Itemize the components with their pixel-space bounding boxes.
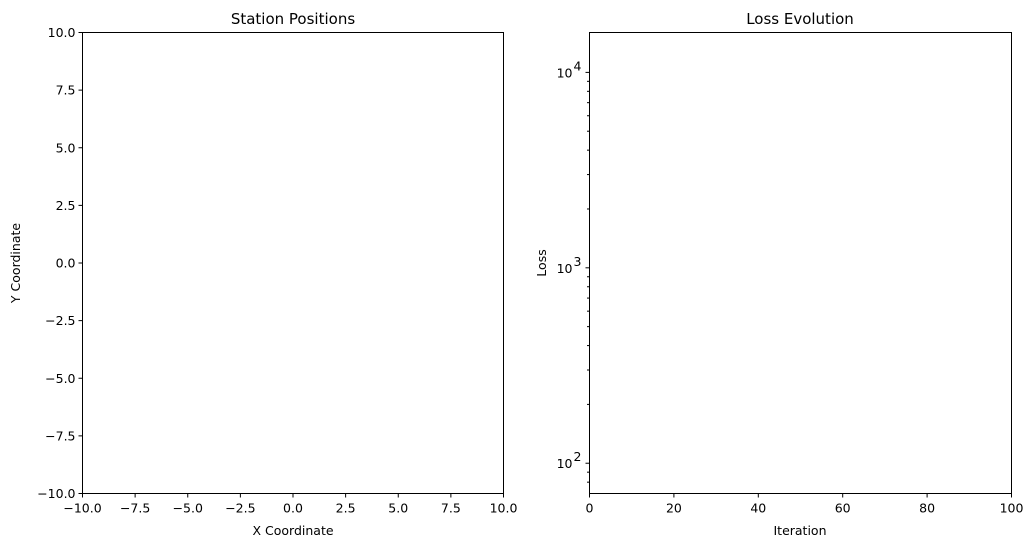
- x-tick-label: 40: [750, 501, 766, 516]
- y-tick-label: 7.5: [56, 83, 76, 98]
- x-tick-label: −10.0: [63, 501, 101, 516]
- x-tick-label: −5.0: [173, 501, 203, 516]
- y-tick-label: 10.0: [48, 25, 76, 40]
- x-axis-ticks: −10.0 −7.5 −5.0 −2.5 0.0 2.5 5.0 7.5 10.0: [63, 493, 518, 516]
- plot-frame: [82, 32, 504, 494]
- x-tick-label: −7.5: [120, 501, 150, 516]
- y-tick-label-exponent: 2: [574, 449, 582, 464]
- x-tick-label: 5.0: [388, 501, 408, 516]
- chart-title: Station Positions: [231, 10, 355, 28]
- y-tick-label: 10: [557, 456, 573, 471]
- x-tick-label: 80: [919, 501, 935, 516]
- y-tick-label: −5.0: [45, 371, 75, 386]
- y-tick-label: 5.0: [56, 140, 76, 155]
- x-axis-label: Iteration: [773, 523, 826, 538]
- x-tick-label: 2.5: [336, 501, 356, 516]
- x-tick-label: 0.0: [283, 501, 303, 516]
- y-axis-label: Loss: [534, 249, 549, 276]
- y-tick-label: −2.5: [45, 313, 75, 328]
- y-axis-label: Y Coordinate: [8, 223, 23, 304]
- x-axis-label: X Coordinate: [252, 523, 333, 538]
- y-tick-label-exponent: 3: [574, 254, 582, 269]
- x-tick-label: 60: [835, 501, 851, 516]
- x-tick-label: 100: [1000, 501, 1024, 516]
- y-tick-label: −10.0: [37, 486, 75, 501]
- plot-frame: [589, 32, 1012, 494]
- y-tick-label-exponent: 4: [574, 58, 582, 73]
- x-tick-label: 10.0: [490, 501, 518, 516]
- y-tick-label: 0.0: [56, 256, 76, 271]
- x-axis-ticks: 0 20 40 60 80 100: [586, 493, 1024, 516]
- x-tick-label: −2.5: [225, 501, 255, 516]
- y-axis-ticks: 10.0 7.5 5.0 2.5 0.0 −2.5 −5.0 −7.5 −10.0: [37, 25, 83, 501]
- y-tick-label: 2.5: [56, 198, 76, 213]
- y-tick-label: 10: [557, 65, 573, 80]
- x-tick-label: 20: [666, 501, 682, 516]
- y-tick-label: 10: [557, 261, 573, 276]
- x-tick-label: 0: [586, 501, 594, 516]
- x-tick-label: 7.5: [441, 501, 461, 516]
- chart-title: Loss Evolution: [746, 10, 854, 28]
- station-positions-chart: Station Positions −10.0 −7.5 −5.0 −2.5 0.0 2.…: [8, 10, 517, 538]
- y-tick-label: −7.5: [45, 428, 75, 443]
